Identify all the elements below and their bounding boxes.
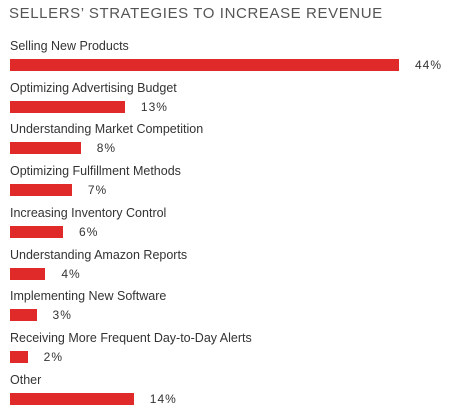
bar	[10, 142, 81, 155]
category-label: Optimizing Advertising Budget	[10, 80, 177, 95]
category-label: Optimizing Fulfillment Methods	[10, 164, 181, 179]
value-label: 2%	[43, 349, 64, 364]
category-label: Selling New Products	[10, 39, 129, 53]
value-label: 3%	[52, 308, 72, 323]
value-label: 44%	[415, 58, 443, 72]
bar	[10, 267, 46, 280]
bar	[10, 59, 399, 71]
value-label: 7%	[87, 183, 108, 198]
category-label: Increasing Inventory Control	[10, 205, 167, 220]
category-label: Understanding Amazon Reports	[10, 247, 188, 262]
bar	[10, 100, 125, 113]
value-label: 4%	[61, 266, 81, 281]
value-label: 14%	[149, 391, 177, 406]
category-label: Understanding Market Competition	[10, 122, 204, 137]
bar	[10, 184, 72, 197]
value-label: 8%	[96, 141, 117, 156]
value-label: 6%	[79, 224, 99, 239]
bar	[10, 350, 28, 363]
bar	[10, 392, 134, 405]
category-label: Receiving More Frequent Day-to-Day Alert…	[10, 330, 252, 345]
chart-title: SELLERS’ STRATEGIES TO INCREASE REVENUE	[9, 5, 383, 22]
bar	[10, 225, 64, 238]
category-label: Other	[10, 372, 42, 387]
value-label: 13%	[140, 99, 168, 114]
bar	[10, 309, 37, 322]
category-label: Implementing New Software	[10, 289, 167, 304]
